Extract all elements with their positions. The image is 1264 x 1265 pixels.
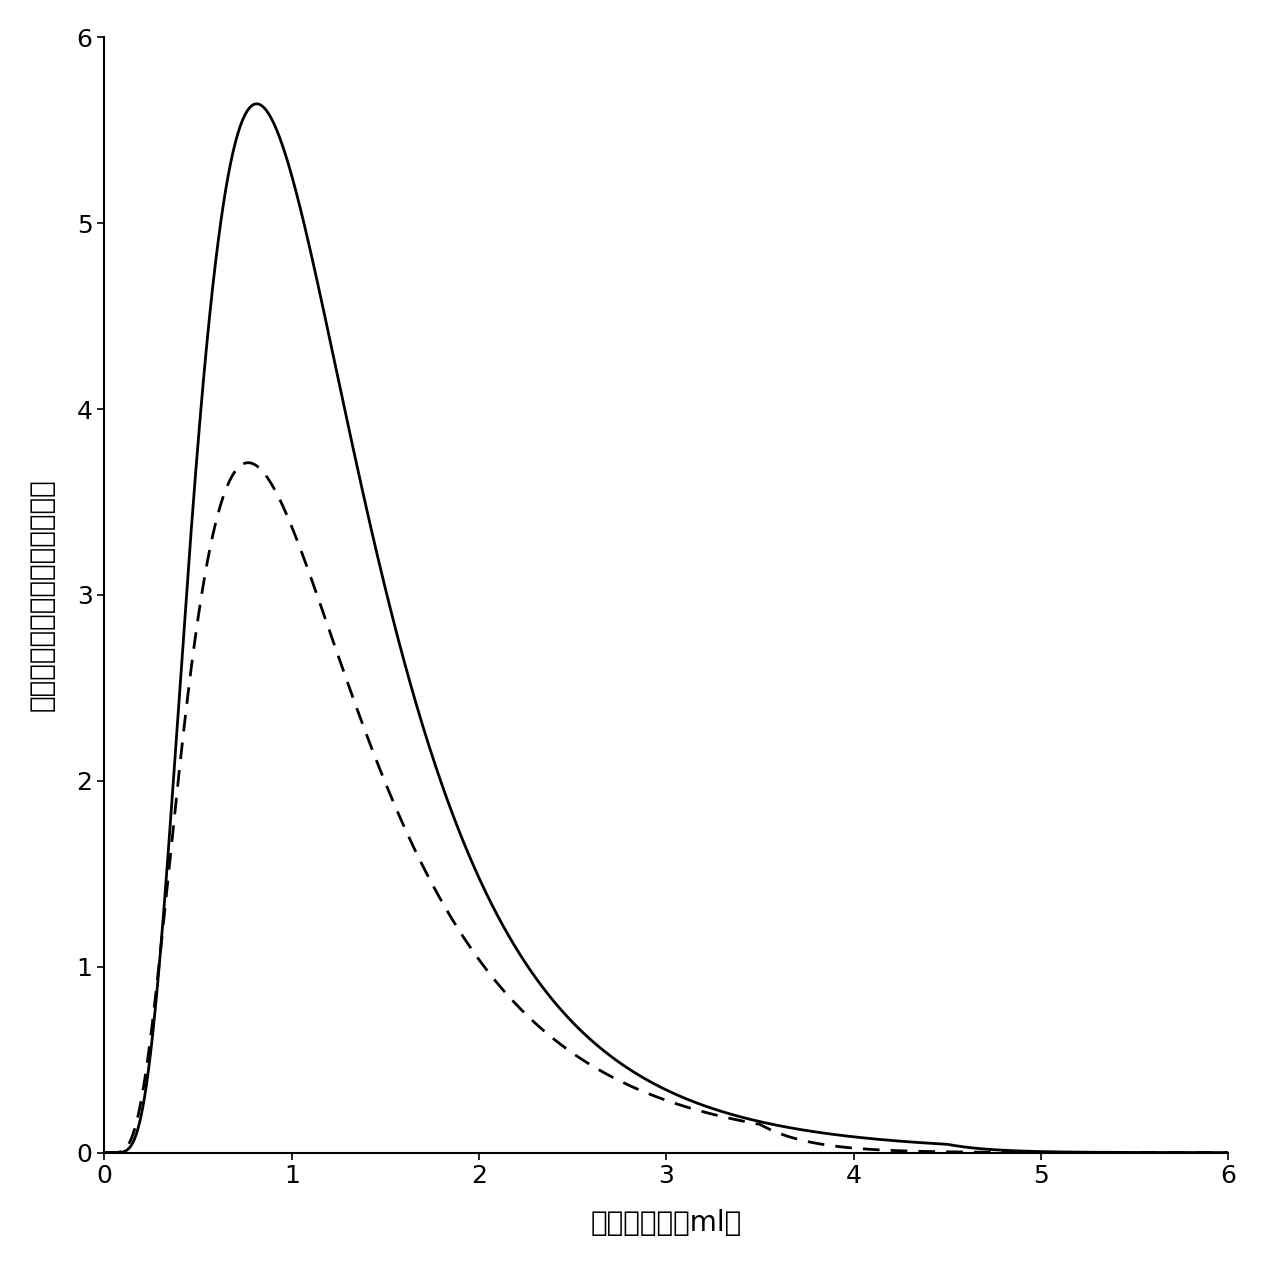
Y-axis label: 洗脱剂中所含洗脱物的相对浓度: 洗脱剂中所含洗脱物的相对浓度: [28, 478, 56, 711]
X-axis label: 洗脱剂体积（ml）: 洗脱剂体积（ml）: [590, 1209, 742, 1237]
